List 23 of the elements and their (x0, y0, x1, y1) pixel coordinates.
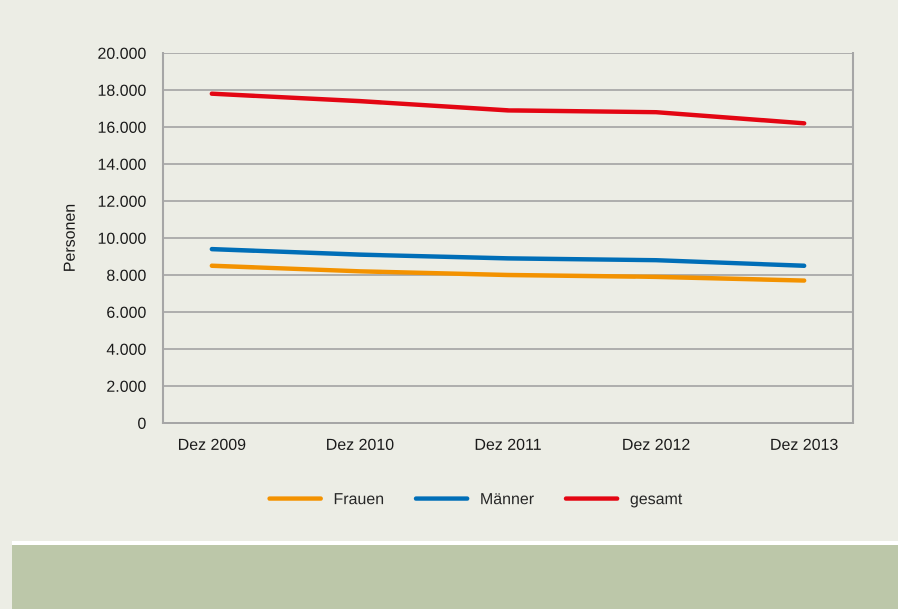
y-axis-title: Personen (64, 204, 75, 271)
y-tick-label: 16.000 (98, 122, 146, 133)
x-tick-label: Dez 2013 (771, 438, 838, 450)
x-tick-label: Dez 2010 (327, 438, 394, 450)
line-series (210, 246, 806, 268)
y-tick-label: 0 (138, 418, 146, 429)
x-tick-label: Dez 2011 (476, 438, 541, 450)
y-tick-label: 20.000 (98, 48, 146, 59)
y-tick-label: 2.000 (107, 380, 146, 392)
legend-label: Männer (481, 493, 534, 504)
y-tick-label: 4.000 (106, 344, 146, 355)
y-tick-label: 18.000 (98, 84, 146, 96)
y-tick-label: 14.000 (98, 158, 146, 170)
y-tick-label: 6.000 (107, 306, 146, 318)
x-tick-label: Dez 2009 (178, 438, 246, 450)
legend-label: Frauen (334, 493, 384, 504)
y-tick-label: 8.000 (107, 270, 146, 281)
x-tick-label: Dez 2012 (623, 438, 690, 450)
y-tick-label: 10.000 (98, 232, 146, 244)
line-series (210, 91, 806, 126)
y-tick-label: 12.000 (98, 196, 146, 207)
line-series (210, 264, 806, 283)
legend-label: gesamt (630, 494, 682, 508)
